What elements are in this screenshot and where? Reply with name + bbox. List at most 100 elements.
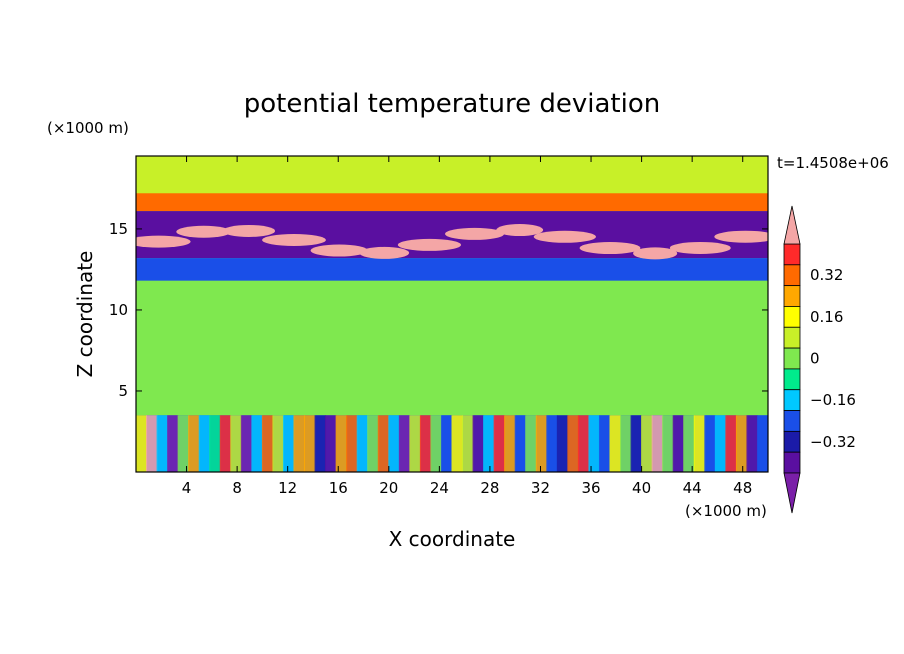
boundary-cell: [567, 415, 579, 472]
boundary-cell: [620, 415, 632, 472]
x-axis-label: X coordinate: [389, 527, 516, 551]
boundary-cell: [651, 415, 664, 472]
boundary-cell: [219, 415, 232, 472]
x-tick-label: 20: [379, 479, 398, 497]
warm-patch: [222, 224, 276, 237]
boundary-cell: [756, 415, 768, 472]
y-axis-label: Z coordinate: [73, 251, 97, 378]
boundary-cell: [577, 415, 590, 472]
boundary-cell: [367, 415, 379, 472]
plot-frame: [135, 155, 769, 473]
colorbar-segment: [783, 430, 801, 453]
boundary-cell: [630, 415, 643, 472]
boundary-cell: [525, 415, 537, 472]
boundary-cell: [588, 415, 600, 472]
boundary-cell: [240, 415, 253, 472]
warm-patch: [533, 230, 596, 243]
field-mid-level-region: [136, 280, 768, 416]
x-tick-label: 16: [329, 479, 348, 497]
boundary-cell: [398, 415, 411, 472]
boundary-cell: [451, 415, 464, 472]
boundary-cell: [230, 415, 242, 472]
y-axis: 5 10 15: [109, 220, 768, 400]
boundary-cell: [609, 415, 622, 472]
warm-patch: [176, 225, 232, 238]
boundary-cell: [314, 415, 327, 472]
boundary-cell: [683, 415, 695, 472]
warm-patch: [714, 230, 768, 243]
boundary-cell: [325, 415, 337, 472]
y-tick-label: 5: [118, 382, 128, 400]
time-label: t=1.4508e+06: [777, 154, 889, 172]
x-tick-label: 24: [430, 479, 449, 497]
chart-title: potential temperature deviation: [244, 89, 660, 119]
boundary-cell: [598, 415, 611, 472]
boundary-cell: [493, 415, 506, 472]
warm-patch: [136, 235, 191, 248]
boundary-cell: [556, 415, 569, 472]
field-top-layer: [136, 156, 768, 197]
x-tick-label: 32: [531, 479, 550, 497]
boundary-cell: [136, 415, 148, 472]
boundary-cell: [209, 415, 221, 472]
colorbar-segment: [783, 410, 801, 432]
warm-patch: [445, 227, 505, 240]
warm-patch: [496, 224, 544, 237]
warm-patch: [633, 247, 678, 260]
boundary-cell: [177, 415, 190, 472]
boundary-cell: [662, 415, 674, 472]
boundary-cell: [483, 415, 495, 472]
boundary-cell: [356, 415, 369, 472]
boundary-cell: [388, 415, 400, 472]
boundary-cell: [546, 415, 558, 472]
boundary-cell: [146, 415, 158, 472]
colorbar-segment: [783, 347, 801, 370]
x-tick-label: 48: [733, 479, 752, 497]
boundary-cell: [735, 415, 748, 472]
warm-patch: [579, 242, 641, 255]
colorbar-tick-label: 0: [810, 350, 820, 368]
boundary-cell: [293, 415, 306, 472]
y-tick-label: 10: [109, 301, 128, 319]
boundary-cell: [409, 415, 421, 472]
colorbar: 0.32 0.16 0 −0.16 −0.32: [783, 205, 856, 514]
colorbar-over-triangle: [783, 205, 801, 245]
boundary-cell: [641, 415, 653, 472]
boundary-cell: [440, 415, 453, 472]
boundary-cell: [188, 415, 200, 472]
x-tick-label: 36: [581, 479, 600, 497]
boundary-cell: [335, 415, 348, 472]
boundary-cell: [704, 415, 716, 472]
boundary-cell: [535, 415, 548, 472]
colorbar-under-triangle: [783, 472, 801, 514]
colorbar-tick-label: 0.32: [810, 266, 843, 284]
boundary-cell: [346, 415, 358, 472]
x-axis: 4 8 12 16 20 24 28 32 36 40 44 48: [182, 156, 752, 497]
colorbar-segment: [783, 368, 801, 391]
y-unit-label: (×1000 m): [47, 119, 129, 137]
boundary-cell: [377, 415, 390, 472]
warm-patch: [359, 246, 410, 259]
colorbar-tick-label: −0.16: [810, 391, 856, 409]
colorbar-segment: [783, 326, 801, 349]
colorbar-segment: [783, 264, 801, 287]
colorbar-segment: [783, 451, 801, 474]
boundary-cell: [462, 415, 474, 472]
boundary-cell: [430, 415, 442, 472]
x-tick-label: 40: [632, 479, 651, 497]
boundary-cell: [419, 415, 432, 472]
boundary-cell: [472, 415, 485, 472]
warm-patch: [669, 241, 731, 254]
boundary-cell: [714, 415, 727, 472]
colorbar-tick-label: 0.16: [810, 308, 843, 326]
plot-area: [136, 156, 768, 472]
x-tick-label: 12: [278, 479, 297, 497]
colorbar-segment: [783, 389, 801, 411]
boundary-cell: [282, 415, 295, 472]
field-upper-positive-band: [136, 193, 768, 212]
boundary-cell: [672, 415, 685, 472]
warm-patch: [397, 238, 462, 251]
colorbar-tick-label: −0.32: [810, 433, 856, 451]
colorbar-segment: [783, 306, 801, 328]
